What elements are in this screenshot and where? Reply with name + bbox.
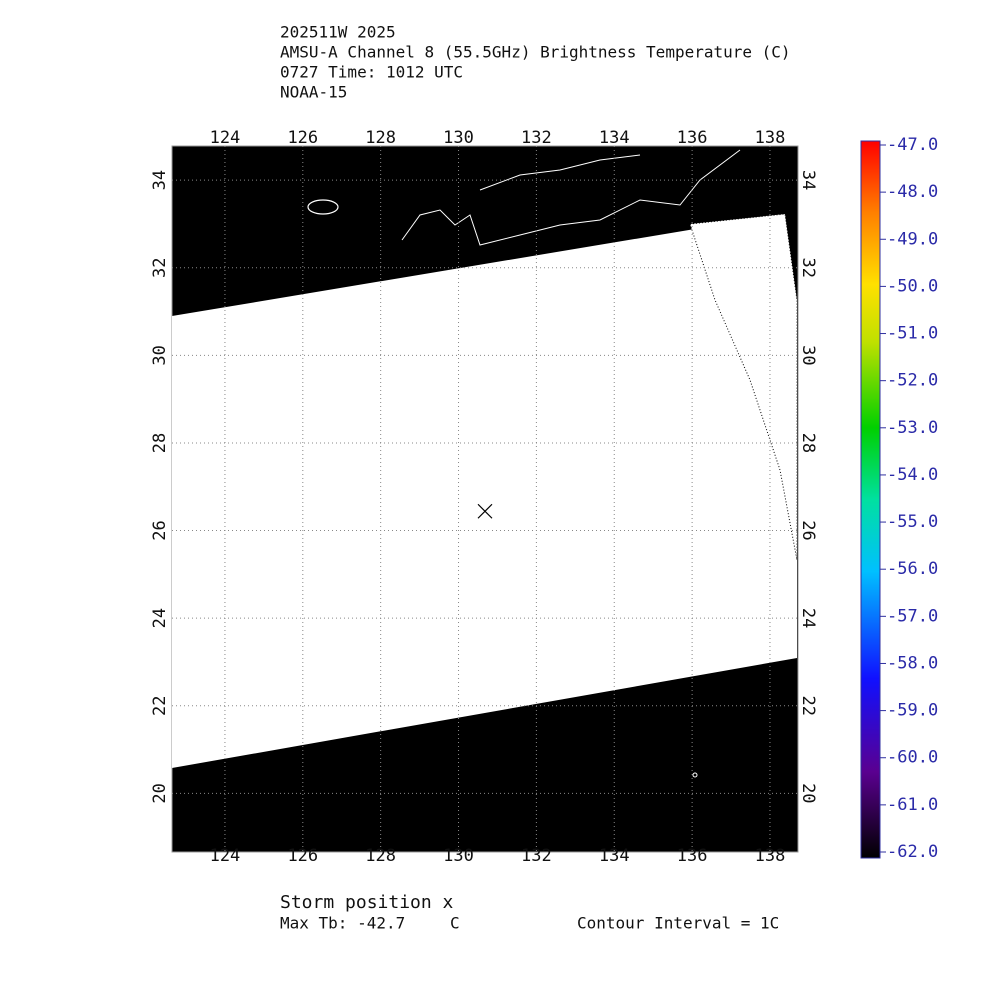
contour-interval: Contour Interval = 1C (577, 914, 779, 933)
lat-label-right: 34 (798, 170, 818, 190)
colorbar-label: -50.0 (887, 276, 938, 296)
colorbar-label: -62.0 (887, 842, 938, 862)
lon-label-top: 136 (677, 128, 708, 148)
lat-label-left: 26 (150, 520, 170, 540)
colorbar-label: -48.0 (887, 182, 938, 202)
lat-label-right: 22 (798, 695, 818, 715)
ticks: 124 124 126 126 128 128 130 130 132 132 134 134 136 1… (150, 128, 818, 866)
colorbar-label: -57.0 (887, 606, 938, 626)
header-line: NOAA-15 (280, 83, 347, 102)
lon-label-bottom: 134 (599, 846, 630, 866)
lon-label-bottom: 138 (755, 846, 786, 866)
lon-label-bottom: 128 (365, 846, 396, 866)
colorbar-label: -49.0 (887, 229, 938, 249)
lat-label-right: 20 (798, 783, 818, 803)
swath (172, 149, 798, 778)
lon-label-bottom: 130 (443, 846, 474, 866)
colorbar-ticks: -47.0 -48.0 -49.0 -50.0 -51.0 -52.0 -53.0 -54.0… (880, 135, 938, 862)
lat-label-right: 26 (798, 520, 818, 540)
lat-label-left: 28 (150, 433, 170, 453)
max-tb-unit: C (450, 914, 460, 933)
lon-label-bottom: 124 (210, 846, 241, 866)
lat-label-left: 24 (150, 608, 170, 628)
lon-label-top: 128 (365, 128, 396, 148)
storm-marker (477, 503, 493, 519)
colorbar-label: -58.0 (887, 653, 938, 673)
colorbar (860, 140, 881, 859)
lat-label-left: 34 (150, 170, 170, 190)
header-line: AMSU-A Channel 8 (55.5GHz) Brightness Te… (280, 43, 791, 62)
header-line: 202511W 2025 (280, 23, 396, 42)
colorbar-label: -59.0 (887, 701, 938, 721)
colorbar-label: -52.0 (887, 371, 938, 391)
lat-label-left: 32 (150, 258, 170, 278)
colorbar-label: -47.0 (887, 135, 938, 155)
lat-label-left: 30 (150, 345, 170, 365)
lon-label-top: 132 (521, 128, 552, 148)
colorbar-label: -56.0 (887, 559, 938, 579)
colorbar-label: -55.0 (887, 512, 938, 532)
max-tb: Max Tb: -42.7 (280, 914, 405, 933)
lat-label-right: 28 (798, 433, 818, 453)
lon-label-bottom: 126 (287, 846, 318, 866)
colorbar-label: -61.0 (887, 795, 938, 815)
lat-label-right: 30 (798, 345, 818, 365)
lat-label-left: 22 (150, 695, 170, 715)
lon-label-bottom: 136 (677, 846, 708, 866)
lat-label-left: 20 (150, 783, 170, 803)
lat-label-right: 32 (798, 258, 818, 278)
colorbar-label: -53.0 (887, 418, 938, 438)
colorbar-label: -51.0 (887, 324, 938, 344)
colorbar-label: -60.0 (887, 748, 938, 768)
lon-label-top: 130 (443, 128, 474, 148)
lon-label-top: 124 (210, 128, 241, 148)
storm-label: Storm position x (280, 892, 454, 913)
grid (172, 146, 798, 852)
lon-label-top: 138 (755, 128, 786, 148)
colorbar-label: -54.0 (887, 465, 938, 485)
lon-label-top: 134 (599, 128, 630, 148)
lon-label-top: 126 (287, 128, 318, 148)
lat-label-right: 24 (798, 608, 818, 628)
lon-label-bottom: 132 (521, 846, 552, 866)
header-line: 0727 Time: 1012 UTC (280, 63, 463, 82)
